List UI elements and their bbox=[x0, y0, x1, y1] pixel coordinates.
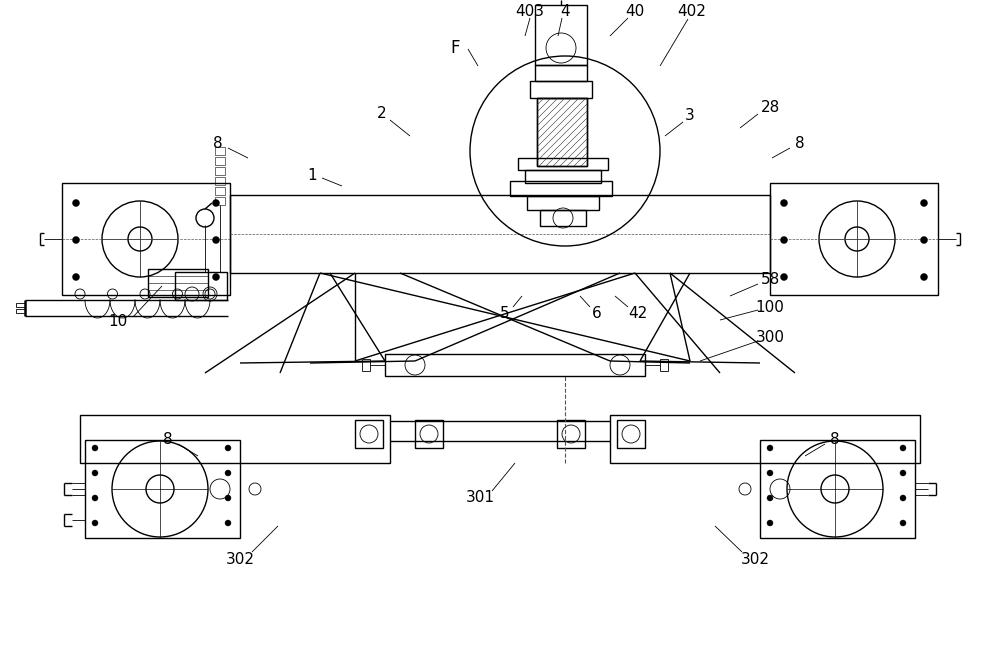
Bar bbox=[510, 181, 612, 196]
Circle shape bbox=[780, 237, 788, 243]
Circle shape bbox=[92, 470, 98, 476]
Circle shape bbox=[767, 470, 773, 476]
Text: 402: 402 bbox=[678, 5, 706, 20]
Text: 42: 42 bbox=[628, 306, 648, 321]
Circle shape bbox=[225, 520, 231, 526]
Circle shape bbox=[900, 495, 906, 501]
Circle shape bbox=[780, 274, 788, 281]
Bar bbox=[80, 415, 390, 463]
Bar bbox=[362, 359, 370, 371]
Bar bbox=[62, 183, 230, 295]
Circle shape bbox=[92, 495, 98, 501]
Circle shape bbox=[225, 495, 231, 501]
Text: 302: 302 bbox=[226, 552, 254, 567]
Circle shape bbox=[225, 470, 231, 476]
Bar bbox=[215, 147, 225, 155]
Circle shape bbox=[92, 445, 98, 451]
Text: 8: 8 bbox=[213, 136, 223, 152]
Bar bbox=[525, 170, 601, 183]
Bar bbox=[230, 195, 770, 273]
Bar bbox=[527, 196, 599, 210]
Bar bbox=[610, 415, 920, 463]
Text: 403: 403 bbox=[516, 5, 544, 20]
Text: 28: 28 bbox=[760, 100, 780, 115]
Bar bbox=[215, 157, 225, 165]
Bar bbox=[148, 269, 208, 297]
Circle shape bbox=[72, 199, 80, 207]
Bar bbox=[215, 177, 225, 185]
Text: 10: 10 bbox=[108, 314, 128, 329]
Circle shape bbox=[900, 470, 906, 476]
Bar bbox=[215, 187, 225, 195]
Bar bbox=[535, 65, 587, 81]
Circle shape bbox=[900, 445, 906, 451]
Text: 300: 300 bbox=[756, 331, 784, 346]
Circle shape bbox=[92, 520, 98, 526]
Circle shape bbox=[72, 237, 80, 243]
Bar bbox=[770, 183, 938, 295]
Text: 2: 2 bbox=[377, 106, 387, 121]
Circle shape bbox=[920, 199, 928, 207]
Text: F: F bbox=[450, 39, 460, 57]
Bar bbox=[16, 303, 25, 307]
Circle shape bbox=[920, 237, 928, 243]
Bar bbox=[660, 359, 668, 371]
Bar bbox=[617, 420, 645, 448]
Bar bbox=[85, 440, 240, 538]
Circle shape bbox=[225, 445, 231, 451]
Text: 8: 8 bbox=[795, 136, 805, 152]
Bar bbox=[175, 272, 227, 300]
Text: 8: 8 bbox=[163, 432, 173, 447]
Bar bbox=[518, 158, 608, 170]
Bar bbox=[415, 420, 443, 448]
Circle shape bbox=[72, 274, 80, 281]
Circle shape bbox=[767, 445, 773, 451]
Text: 100: 100 bbox=[756, 300, 784, 316]
Bar bbox=[16, 309, 25, 313]
Bar bbox=[530, 81, 592, 98]
Text: 1: 1 bbox=[307, 167, 317, 182]
Bar bbox=[537, 98, 587, 166]
Circle shape bbox=[920, 274, 928, 281]
Circle shape bbox=[212, 237, 220, 243]
Text: 301: 301 bbox=[466, 491, 494, 506]
Circle shape bbox=[212, 274, 220, 281]
Text: 302: 302 bbox=[740, 552, 770, 567]
Circle shape bbox=[212, 199, 220, 207]
Circle shape bbox=[900, 520, 906, 526]
Text: 5: 5 bbox=[500, 306, 510, 321]
Text: 3: 3 bbox=[685, 108, 695, 123]
Circle shape bbox=[780, 199, 788, 207]
Bar bbox=[760, 440, 915, 538]
Bar bbox=[215, 167, 225, 175]
Bar bbox=[537, 98, 587, 166]
Circle shape bbox=[767, 520, 773, 526]
Text: 40: 40 bbox=[625, 5, 645, 20]
Text: 4: 4 bbox=[560, 5, 570, 20]
Bar bbox=[385, 354, 645, 376]
Bar bbox=[535, 5, 587, 65]
Circle shape bbox=[767, 495, 773, 501]
Bar bbox=[215, 197, 225, 205]
Bar bbox=[355, 420, 383, 448]
Bar bbox=[540, 210, 586, 226]
Text: 8: 8 bbox=[830, 432, 840, 447]
Text: 58: 58 bbox=[760, 272, 780, 287]
Text: 6: 6 bbox=[592, 306, 602, 321]
Bar bbox=[557, 420, 585, 448]
